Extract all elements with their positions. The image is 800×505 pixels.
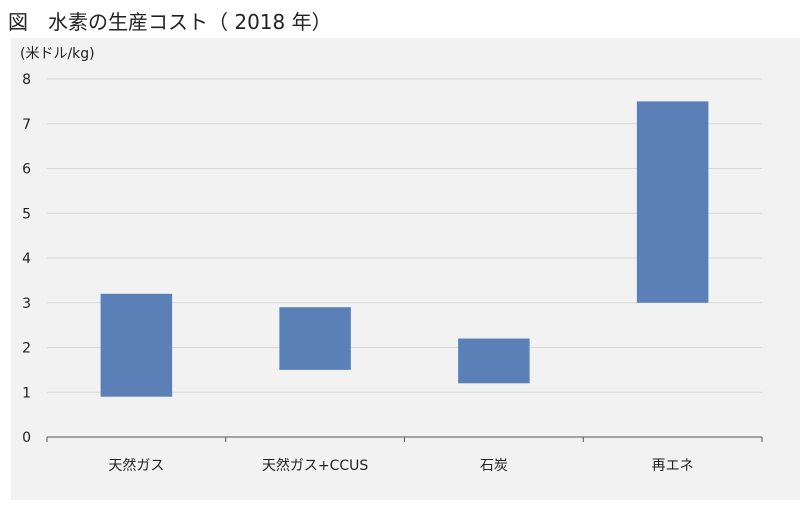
x-category-label: 再エネ: [652, 458, 694, 474]
x-category-label: 石炭: [480, 458, 508, 474]
y-tick-label: 7: [22, 117, 31, 133]
chart-title: 図 水素の生産コスト（ 2018 年）: [8, 10, 332, 34]
y-tick-label: 3: [22, 296, 31, 312]
y-tick-label: 6: [22, 162, 31, 178]
range-bar: [458, 338, 530, 384]
y-tick-label: 4: [22, 251, 31, 267]
bar-layer: [100, 101, 709, 397]
y-unit-label: (米ドル/kg): [20, 46, 95, 62]
y-tick-label: 5: [22, 206, 31, 222]
range-bar: [100, 293, 173, 397]
y-tick-label: 2: [22, 341, 31, 357]
y-tick-label: 0: [22, 430, 31, 446]
range-bar: [636, 101, 709, 303]
range-bar: [279, 307, 351, 370]
y-tick-label: 8: [22, 72, 31, 88]
label-layer: (米ドル/kg) 0 1 2 3 4 5 6 7 8 天然ガス 天然ガス+CCUS 石炭 再エネ: [20, 46, 694, 474]
x-category-label: 天然ガス+CCUS: [262, 457, 369, 474]
x-category-label: 天然ガス: [108, 457, 164, 474]
axis-layer: [46, 436, 763, 442]
y-tick-label: 1: [22, 385, 31, 401]
